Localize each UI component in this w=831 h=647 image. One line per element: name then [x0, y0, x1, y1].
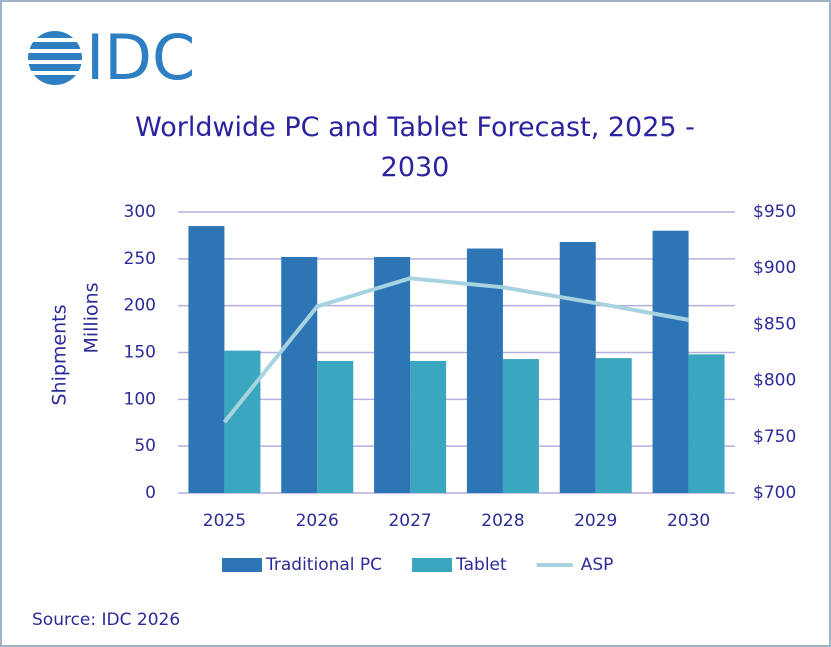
bar — [188, 226, 225, 494]
x-tick-label: 2026 — [296, 511, 339, 531]
bar — [281, 256, 318, 493]
y2-tick-label: $700 — [753, 483, 796, 503]
legend-label: Traditional PC — [265, 555, 382, 575]
y-tick-label: 250 — [124, 249, 156, 269]
line — [222, 276, 689, 424]
y-tick-label: 300 — [124, 202, 156, 222]
y-tick-label: 0 — [145, 483, 156, 503]
x-tick-label: 2030 — [667, 511, 710, 531]
y-tick-label: 200 — [124, 296, 156, 316]
x-tick-label: 2025 — [203, 511, 246, 531]
y-axis-label: Millions — [81, 282, 103, 353]
y-tick-label: 150 — [124, 343, 156, 363]
y2-tick-label: $900 — [753, 258, 796, 278]
y2-tick-label: $850 — [753, 314, 796, 334]
x-tick-label: 2028 — [481, 511, 524, 531]
legend-label: ASP — [581, 555, 614, 575]
y2-tick-label: $950 — [753, 202, 796, 222]
x-tick-label: 2027 — [388, 511, 431, 531]
bar — [410, 360, 447, 493]
y-tick-label: 100 — [124, 389, 156, 409]
legend-symbol — [222, 558, 262, 572]
legend-label: Tablet — [455, 555, 507, 575]
bar — [652, 230, 689, 493]
chart-title: Worldwide PC and Tablet Forecast, 2025 -… — [135, 112, 695, 183]
bar — [317, 360, 354, 493]
x-tick-label: 2029 — [574, 511, 617, 531]
bar — [502, 359, 539, 493]
bar — [559, 241, 596, 493]
y2-tick-label: $750 — [753, 427, 796, 447]
legend-symbol — [412, 558, 453, 572]
logo-mark — [28, 31, 82, 85]
bar — [466, 248, 503, 493]
y2-tick-label: $800 — [753, 371, 796, 391]
y-tick-label: 50 — [134, 436, 156, 456]
y-axis-label: Shipments — [49, 304, 71, 405]
source: Source: IDC 2026 — [32, 610, 180, 630]
bar — [595, 358, 632, 493]
bar — [374, 256, 411, 493]
bar — [688, 354, 725, 493]
bar — [224, 350, 261, 493]
logo-text: IDC — [86, 21, 195, 94]
